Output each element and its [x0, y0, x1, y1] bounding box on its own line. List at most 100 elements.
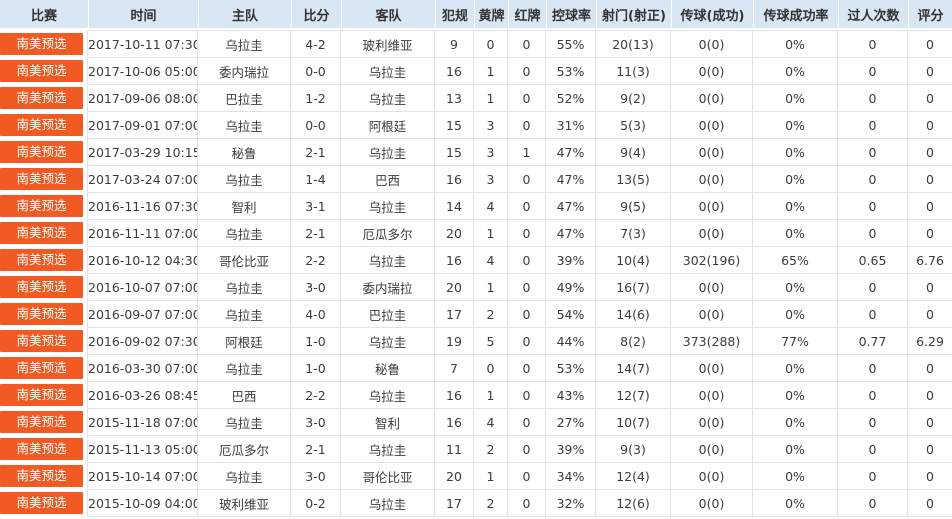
- league-badge[interactable]: 南美预选: [0, 492, 83, 514]
- cell-red-cards: 0: [508, 355, 546, 382]
- cell-yellow-cards: 1: [474, 274, 508, 301]
- cell-home-team: 阿根廷: [198, 328, 291, 355]
- cell-score: 0-2: [291, 490, 341, 517]
- league-cell: 南美预选: [0, 30, 88, 58]
- cell-dribbles: 0: [838, 112, 908, 139]
- cell-dribbles: 0: [838, 436, 908, 463]
- cell-pass-success-rate: 0%: [753, 220, 838, 247]
- cell-pass-success-rate: 0%: [753, 193, 838, 220]
- cell-pass-success-rate: 0%: [753, 355, 838, 382]
- cell-dribbles: 0: [838, 193, 908, 220]
- column-header-passes: 传球(成功): [671, 0, 753, 30]
- cell-fouls: 15: [435, 112, 474, 139]
- cell-yellow-cards: 1: [474, 382, 508, 409]
- cell-fouls: 16: [435, 247, 474, 274]
- league-badge[interactable]: 南美预选: [0, 276, 83, 298]
- cell-rating: 6.76: [908, 247, 952, 274]
- table-row: 南美预选 2016-10-12 04:30 哥伦比亚 2-2 乌拉圭 16 4 0 39% 10(…: [0, 247, 952, 274]
- cell-away-team: 乌拉圭: [341, 436, 435, 463]
- cell-passes: 0(0): [671, 139, 753, 166]
- cell-red-cards: 0: [508, 85, 546, 112]
- cell-home-team: 秘鲁: [198, 139, 291, 166]
- league-cell: 南美预选: [0, 490, 88, 517]
- league-badge[interactable]: 南美预选: [0, 114, 83, 136]
- cell-fouls: 16: [435, 382, 474, 409]
- league-badge[interactable]: 南美预选: [0, 384, 83, 406]
- league-cell: 南美预选: [0, 193, 88, 220]
- cell-time: 2016-10-07 07:00: [88, 274, 198, 301]
- league-cell: 南美预选: [0, 436, 88, 463]
- table-row: 南美预选 2015-10-14 07:00 乌拉圭 3-0 哥伦比亚 20 1 0 34% 12(…: [0, 463, 952, 490]
- cell-shots: 13(5): [596, 166, 671, 193]
- cell-score: 3-0: [291, 409, 341, 436]
- column-header-red-cards: 红牌: [508, 0, 546, 30]
- cell-passes: 0(0): [671, 301, 753, 328]
- cell-pass-success-rate: 0%: [753, 166, 838, 193]
- cell-home-team: 乌拉圭: [198, 274, 291, 301]
- cell-score: 2-1: [291, 436, 341, 463]
- cell-red-cards: 0: [508, 409, 546, 436]
- cell-pass-success-rate: 0%: [753, 58, 838, 85]
- cell-score: 2-1: [291, 139, 341, 166]
- league-cell: 南美预选: [0, 58, 88, 85]
- cell-away-team: 乌拉圭: [341, 247, 435, 274]
- cell-pass-success-rate: 0%: [753, 112, 838, 139]
- league-cell: 南美预选: [0, 139, 88, 166]
- league-badge[interactable]: 南美预选: [0, 357, 83, 379]
- cell-passes: 0(0): [671, 193, 753, 220]
- cell-yellow-cards: 0: [474, 30, 508, 58]
- cell-fouls: 9: [435, 30, 474, 58]
- cell-time: 2015-10-14 07:00: [88, 463, 198, 490]
- league-badge[interactable]: 南美预选: [0, 222, 83, 244]
- league-badge[interactable]: 南美预选: [0, 60, 83, 82]
- league-cell: 南美预选: [0, 274, 88, 301]
- league-badge[interactable]: 南美预选: [0, 303, 83, 325]
- league-badge[interactable]: 南美预选: [0, 411, 83, 433]
- cell-passes: 0(0): [671, 58, 753, 85]
- league-badge[interactable]: 南美预选: [0, 33, 83, 55]
- cell-shots: 11(3): [596, 58, 671, 85]
- cell-away-team: 乌拉圭: [341, 193, 435, 220]
- cell-pass-success-rate: 0%: [753, 382, 838, 409]
- cell-dribbles: 0: [838, 409, 908, 436]
- cell-score: 3-0: [291, 463, 341, 490]
- column-header-rating: 评分: [908, 0, 952, 30]
- cell-away-team: 玻利维亚: [341, 30, 435, 58]
- cell-home-team: 巴拉圭: [198, 85, 291, 112]
- cell-yellow-cards: 3: [474, 166, 508, 193]
- cell-dribbles: 0: [838, 301, 908, 328]
- league-badge[interactable]: 南美预选: [0, 87, 83, 109]
- cell-rating: 0: [908, 58, 952, 85]
- cell-red-cards: 0: [508, 382, 546, 409]
- table-row: 南美预选 2017-09-01 07:00 乌拉圭 0-0 阿根廷 15 3 0 31% 5(3)…: [0, 112, 952, 139]
- league-cell: 南美预选: [0, 382, 88, 409]
- cell-rating: 6.29: [908, 328, 952, 355]
- cell-shots: 5(3): [596, 112, 671, 139]
- cell-rating: 0: [908, 139, 952, 166]
- league-cell: 南美预选: [0, 328, 88, 355]
- cell-time: 2016-03-26 08:45: [88, 382, 198, 409]
- cell-possession: 47%: [546, 220, 596, 247]
- league-badge[interactable]: 南美预选: [0, 438, 83, 460]
- cell-home-team: 委内瑞拉: [198, 58, 291, 85]
- cell-passes: 0(0): [671, 409, 753, 436]
- cell-dribbles: 0: [838, 382, 908, 409]
- cell-fouls: 17: [435, 301, 474, 328]
- league-badge[interactable]: 南美预选: [0, 195, 83, 217]
- cell-shots: 9(4): [596, 139, 671, 166]
- cell-home-team: 乌拉圭: [198, 409, 291, 436]
- table-row: 南美预选 2016-09-07 07:00 乌拉圭 4-0 巴拉圭 17 2 0 54% 14(6…: [0, 301, 952, 328]
- cell-passes: 0(0): [671, 490, 753, 517]
- cell-score: 0-0: [291, 112, 341, 139]
- league-badge[interactable]: 南美预选: [0, 330, 83, 352]
- league-badge[interactable]: 南美预选: [0, 141, 83, 163]
- cell-score: 1-4: [291, 166, 341, 193]
- cell-rating: 0: [908, 382, 952, 409]
- league-badge[interactable]: 南美预选: [0, 249, 83, 271]
- cell-home-team: 智利: [198, 193, 291, 220]
- league-badge[interactable]: 南美预选: [0, 168, 83, 190]
- league-badge[interactable]: 南美预选: [0, 465, 83, 487]
- cell-dribbles: 0: [838, 166, 908, 193]
- cell-possession: 27%: [546, 409, 596, 436]
